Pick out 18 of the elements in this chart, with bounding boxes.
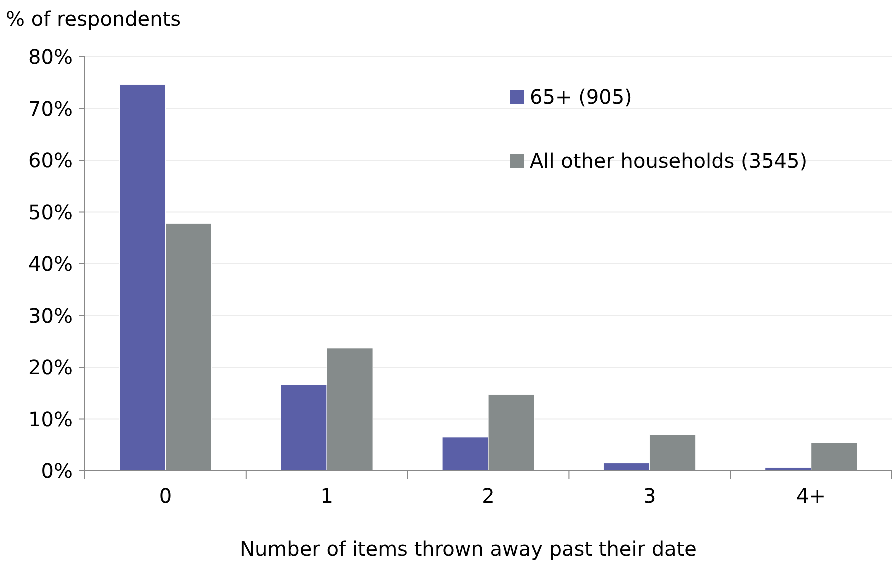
y-tick-label: 50% <box>28 200 73 224</box>
legend-label: 65+ (905) <box>530 85 632 109</box>
y-tick-label: 60% <box>28 148 73 172</box>
x-axis-title: Number of items thrown away past their date <box>240 537 697 561</box>
legend-label: All other households (3545) <box>530 149 808 173</box>
y-tick-label: 80% <box>28 45 73 69</box>
x-tick-label: 0 <box>159 484 172 508</box>
y-tick-label: 30% <box>28 304 73 328</box>
y-axis-title: % of respondents <box>6 7 182 31</box>
y-tick-label: 20% <box>28 356 73 380</box>
x-tick-label: 2 <box>482 484 495 508</box>
y-tick-label: 10% <box>28 407 73 432</box>
x-tick-label: 4+ <box>796 484 826 508</box>
y-tick-label: 0% <box>41 459 73 483</box>
x-tick-label: 3 <box>644 484 656 508</box>
y-tick-label: 40% <box>28 252 73 276</box>
y-tick-label: 70% <box>28 96 73 121</box>
x-tick-label: 1 <box>320 484 334 508</box>
